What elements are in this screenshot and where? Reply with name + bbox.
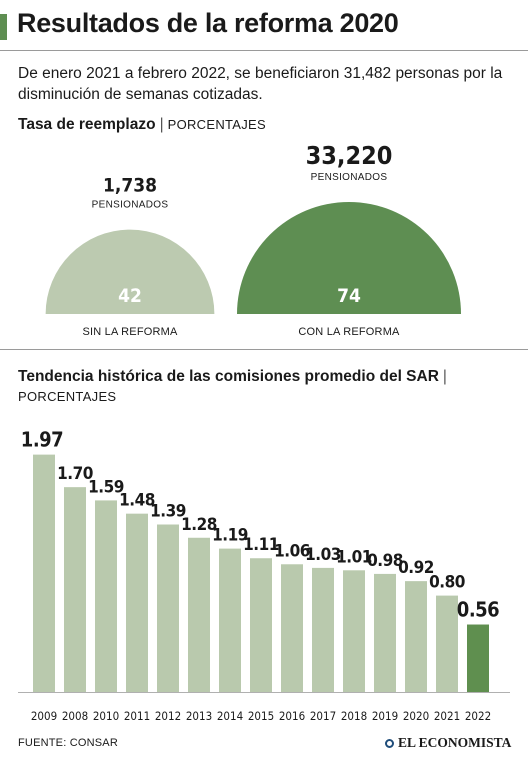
- x-tick-label: 2017: [310, 709, 336, 723]
- x-tick-label: 2016: [279, 709, 305, 723]
- bar-value-label: 1.19: [212, 526, 248, 546]
- source-note: FUENTE: CONSAR: [18, 737, 118, 749]
- x-tick-label: 2008: [62, 709, 88, 723]
- section-unit-commissions: PORCENTAJES: [18, 389, 117, 404]
- x-tick-label: 2009: [31, 709, 57, 723]
- bar-value-label: 1.97: [21, 428, 63, 452]
- page-subtitle: De enero 2021 a febrero 2022, se benefic…: [18, 65, 503, 103]
- bar-2022: [467, 624, 489, 692]
- x-tick-label: 2020: [403, 709, 429, 723]
- bar-2008: [64, 487, 86, 692]
- section-divider: [0, 349, 528, 350]
- x-tick-label: 2015: [248, 709, 274, 723]
- x-tick-label: 2022: [465, 709, 491, 723]
- bar-2017: [312, 567, 334, 692]
- semicircle-category-label: CON LA REFORMA: [298, 326, 400, 338]
- section-title-replacement: Tasa de reemplazo: [18, 116, 156, 133]
- bar-value-label: 0.92: [398, 558, 434, 578]
- pensioners-label: PENSIONADOS: [311, 172, 388, 183]
- title-accent-bar: [0, 14, 7, 40]
- section-unit-replacement: PORCENTAJES: [167, 117, 267, 132]
- bar-value-label: 1.11: [243, 535, 279, 555]
- section-separator: |: [159, 116, 164, 133]
- x-tick-label: 2018: [341, 709, 367, 723]
- x-tick-label: 2013: [186, 709, 212, 723]
- section-heading-commissions: Tendencia histórica de las comisiones pr…: [18, 368, 451, 386]
- brand-logo: EL ECONOMISTA: [385, 735, 511, 751]
- brand-name: EL ECONOMISTA: [398, 735, 512, 750]
- bar-value-label: 0.98: [367, 551, 403, 571]
- bar-value-label: 1.39: [150, 502, 186, 522]
- x-tick-label: 2019: [372, 709, 398, 723]
- x-tick-label: 2014: [217, 709, 243, 723]
- bar-value-label: 1.28: [181, 515, 217, 535]
- semicircle-value-label: 74: [337, 285, 361, 307]
- bar-value-label: 0.80: [429, 573, 465, 593]
- semicircle-value-label: 42: [118, 285, 142, 307]
- bar-value-label: 1.01: [336, 547, 372, 567]
- bar-2016: [281, 564, 303, 692]
- semicircle-con-reforma: [237, 202, 461, 314]
- bar-value-label: 1.70: [57, 464, 93, 484]
- section-title-commissions: Tendencia histórica de las comisiones pr…: [18, 368, 439, 385]
- bar-2019: [374, 573, 396, 692]
- bar-2010: [95, 500, 117, 692]
- bar-value-label: 1.48: [119, 491, 155, 511]
- section-heading-replacement: Tasa de reemplazo | PORCENTAJES: [18, 116, 266, 134]
- bar-2020: [405, 581, 427, 692]
- pensioners-label: PENSIONADOS: [92, 200, 169, 211]
- bar-2012: [157, 524, 179, 692]
- bar-2014: [219, 548, 241, 692]
- bar-value-label: 1.03: [305, 545, 341, 565]
- x-tick-label: 2010: [93, 709, 119, 723]
- bar-2021: [436, 595, 458, 692]
- x-tick-label: 2021: [434, 709, 460, 723]
- semicircle-category-label: SIN LA REFORMA: [82, 326, 178, 338]
- page-title: Resultados de la reforma 2020: [17, 8, 399, 38]
- bar-value-label: 1.59: [88, 477, 124, 497]
- bar-2013: [188, 537, 210, 692]
- pensioners-count: 1,738: [103, 175, 157, 197]
- semicircle-sin-reforma: [45, 229, 215, 314]
- bar-2009: [33, 454, 55, 692]
- brand-logo-icon: [385, 739, 394, 748]
- section-separator: |: [442, 368, 447, 385]
- x-tick-label: 2012: [155, 709, 181, 723]
- x-tick-label: 2011: [124, 709, 150, 723]
- pensioners-count: 33,220: [306, 141, 393, 170]
- bar-2018: [343, 570, 365, 692]
- bar-2015: [250, 558, 272, 692]
- bar-2011: [126, 513, 148, 692]
- bar-value-label: 1.06: [274, 541, 310, 561]
- bar-value-label: 0.56: [457, 598, 499, 622]
- title-divider: [0, 50, 528, 51]
